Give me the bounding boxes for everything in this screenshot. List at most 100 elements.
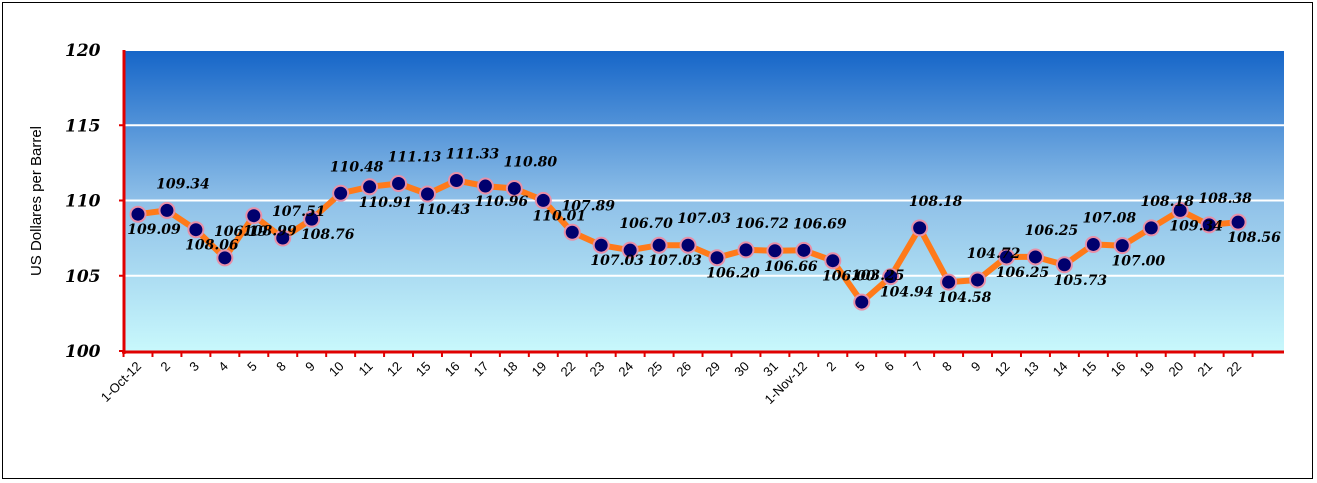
data-label: 106.25	[996, 265, 1050, 281]
x-tick-label: 5	[852, 359, 868, 375]
data-label: 110.96	[475, 194, 529, 210]
y-axis-ticks: 100 105 110 115 120	[65, 41, 101, 362]
x-tick-label: 20	[1165, 359, 1186, 380]
data-label: 106.66	[764, 259, 818, 275]
x-tick-label: 11	[356, 359, 376, 379]
data-point	[1113, 237, 1131, 255]
data-label: 106.69	[793, 216, 847, 232]
data-point	[563, 223, 581, 241]
data-label: 108.38	[1198, 191, 1252, 207]
x-tick-label: 14	[1050, 359, 1071, 380]
data-point	[766, 242, 784, 260]
data-label: 108.06	[185, 238, 239, 254]
data-point	[476, 177, 494, 195]
data-point	[679, 236, 697, 254]
x-tick-label: 12	[992, 359, 1013, 380]
y-tick-label: 100	[65, 342, 101, 362]
data-point	[158, 201, 176, 219]
data-label: 109.34	[1169, 218, 1223, 234]
gridlines	[124, 49, 1284, 277]
data-point	[1026, 248, 1044, 266]
data-label: 110.48	[330, 159, 384, 175]
data-point	[187, 221, 205, 239]
x-tick-label: 13	[1021, 359, 1042, 380]
x-tick-label: 16	[442, 359, 463, 380]
data-label: 107.00	[1112, 254, 1166, 270]
x-tick-label: 8	[273, 359, 289, 375]
data-point	[505, 179, 523, 197]
x-tick-label: 15	[1079, 359, 1100, 380]
x-tick-label: 25	[644, 359, 665, 380]
x-tick-label: 8	[939, 359, 955, 375]
data-label: 107.03	[648, 253, 702, 269]
data-label: 104.94	[880, 285, 934, 301]
y-axis-label: US Dollares per Barrel	[28, 126, 45, 276]
x-tick-label: 26	[673, 359, 694, 380]
data-point	[361, 178, 379, 196]
data-label: 106.19	[214, 224, 268, 240]
data-point	[853, 293, 871, 311]
x-axis-ticks: 1-Oct-12 2 3 4 5 8 9 10 11 12 15 16 17 18 19 22 23 24 25 26…	[98, 359, 1244, 407]
data-point	[1055, 256, 1073, 274]
x-tick-label: 10	[326, 359, 347, 380]
x-tick-label: 31	[760, 359, 781, 380]
x-tick-label: 30	[731, 359, 752, 380]
x-tick-label: 15	[413, 359, 434, 380]
data-label: 107.03	[590, 253, 644, 269]
data-point	[390, 174, 408, 192]
x-tick-label: 16	[1108, 359, 1129, 380]
data-point	[882, 268, 900, 286]
data-label: 110.91	[359, 195, 413, 211]
data-point	[303, 210, 321, 228]
data-point	[332, 184, 350, 202]
x-tick-label: 22	[558, 359, 579, 380]
x-tick-label: 6	[881, 359, 897, 375]
x-tick-label: 5	[244, 359, 260, 375]
data-point	[1171, 201, 1189, 219]
data-point	[447, 171, 465, 189]
x-tick-label: 29	[702, 359, 723, 380]
data-label: 106.25	[1025, 223, 1079, 239]
axes	[119, 50, 1284, 357]
data-label: 109.09	[127, 222, 181, 238]
x-tick-label: 7	[910, 359, 926, 375]
x-tick-label: 23	[586, 359, 607, 380]
x-tick-label: 19	[529, 359, 550, 380]
x-tick-label: 18	[500, 359, 521, 380]
data-point	[1229, 213, 1247, 231]
data-label: 105.73	[1054, 273, 1108, 289]
data-label: 107.89	[561, 198, 615, 214]
data-label: 108.18	[909, 194, 963, 210]
x-tick-label: 3	[186, 359, 202, 375]
data-label: 108.99	[243, 224, 297, 240]
data-point	[911, 219, 929, 237]
x-tick-label: 12	[384, 359, 405, 380]
data-label: 110.43	[417, 202, 471, 218]
data-point	[419, 185, 436, 203]
data-point	[129, 205, 147, 223]
data-label: 104.72	[967, 246, 1021, 262]
x-tick-label: 22	[1223, 359, 1244, 380]
data-point	[274, 229, 292, 247]
y-tick-label: 105	[65, 267, 101, 287]
data-point	[534, 191, 552, 209]
data-label: 107.51	[272, 204, 326, 220]
data-point	[1142, 219, 1160, 237]
data-point	[216, 249, 234, 267]
data-point	[998, 248, 1015, 266]
data-label: 107.03	[677, 211, 731, 227]
data-label: 110.80	[504, 154, 558, 170]
x-tick-label: 19	[1137, 359, 1158, 380]
data-label: 109.34	[156, 176, 210, 192]
x-tick-label: 24	[615, 359, 636, 380]
data-point	[1084, 235, 1102, 253]
x-tick-label: 4	[215, 359, 231, 375]
data-point	[592, 236, 610, 254]
data-point	[795, 241, 813, 259]
data-label: 111.13	[388, 149, 442, 165]
y-tick-label: 110	[65, 192, 101, 212]
data-label: 104.58	[938, 290, 992, 306]
data-point	[708, 249, 726, 267]
